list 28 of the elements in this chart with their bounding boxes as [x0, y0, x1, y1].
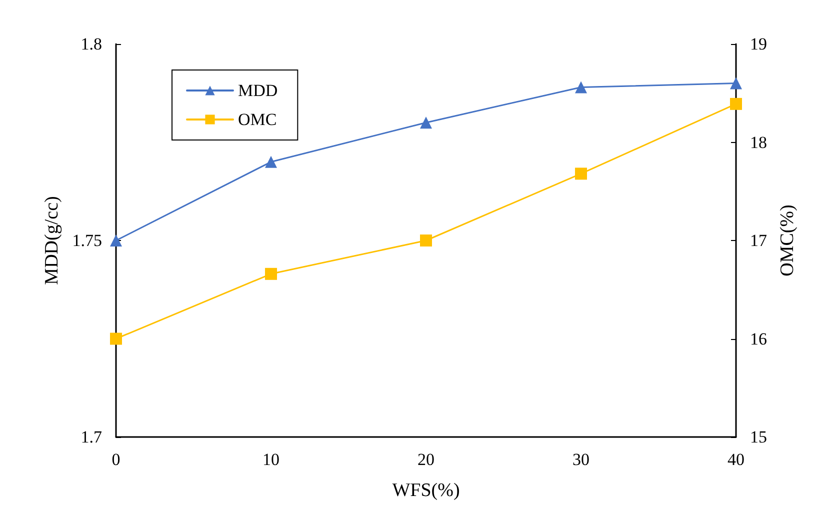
point [575, 81, 587, 94]
y2-tick-label: 18 [750, 132, 767, 152]
y2-tick-label: 17 [750, 231, 768, 250]
point [730, 77, 742, 90]
point [110, 332, 122, 345]
legend-label: OMC [238, 110, 277, 129]
y-tick-label: 1.8 [80, 34, 102, 54]
y-axis-title: MDD(g/cc) [41, 196, 62, 285]
point [575, 168, 587, 180]
y2-tick-label: 19 [750, 34, 767, 54]
y2-axis-title: OMC(%) [777, 204, 798, 276]
legend-label: MDD [238, 81, 278, 100]
x-tick-label: 40 [728, 450, 744, 469]
y-tick-label: 1.7 [80, 428, 102, 446]
x-axis-title: WFS(%) [392, 480, 460, 501]
y-tick-label: 1.75 [72, 231, 102, 250]
y2-tick-label: 15 [750, 428, 767, 446]
point [730, 98, 742, 110]
x-tick-label: 10 [262, 450, 280, 469]
x-tick-label: 30 [572, 450, 590, 469]
point [420, 116, 432, 129]
point [265, 268, 277, 280]
point [265, 156, 277, 168]
point [110, 234, 122, 246]
y2-tick-label: 16 [750, 329, 767, 348]
x-tick-label: 0 [112, 450, 120, 469]
x-tick-label: 20 [418, 450, 434, 469]
point [420, 234, 432, 246]
